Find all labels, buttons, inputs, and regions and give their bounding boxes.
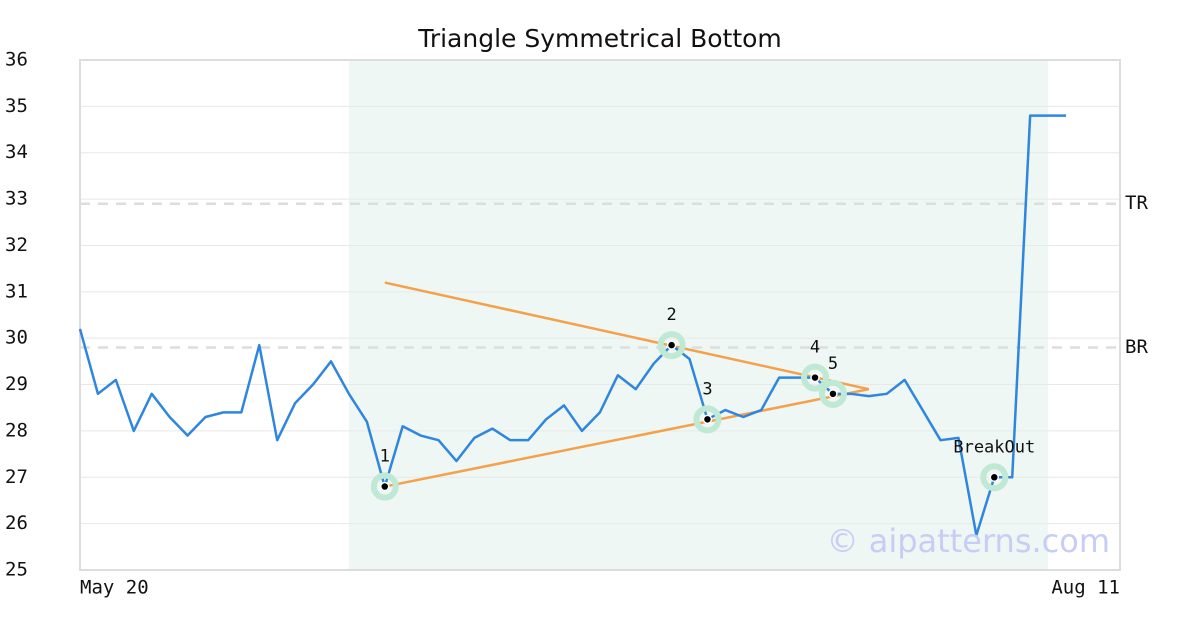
y-tick-label: 25 [5,559,28,581]
point-label: BreakOut [953,437,1035,457]
point-halo [801,363,830,392]
y-tick-label: 32 [5,234,28,256]
point-halo [370,472,399,501]
point-marker [810,372,820,383]
point-marker [666,340,677,350]
watermark: © aipatterns.com [827,522,1110,560]
x-tick-label: May 20 [80,577,149,599]
point-marker [702,414,713,425]
point-label: 5 [828,354,838,374]
level-label: BR [1125,336,1148,358]
chart-title: Triangle Symmetrical Bottom [417,24,782,53]
point-halo [980,463,1009,492]
y-tick-label: 30 [5,327,28,349]
point-label: 2 [666,305,676,325]
trendline [384,281,870,391]
point-halo [693,405,722,434]
point-label: 1 [380,447,390,467]
point-halo [657,331,686,360]
point-label: 3 [702,379,712,399]
y-tick-label: 28 [5,419,28,441]
highlight-region [348,60,1049,570]
point-marker [828,389,838,399]
y-tick-label: 33 [5,188,28,210]
level-label: TR [1125,192,1148,214]
x-tick-label: Aug 11 [1051,577,1120,599]
y-tick-label: 29 [5,373,28,395]
point-label: 4 [810,338,820,358]
y-tick-label: 31 [5,280,28,302]
point-marker [380,481,390,492]
point-marker [989,472,1000,483]
y-tick-label: 35 [5,95,28,117]
point-halo [818,379,847,408]
y-tick-label: 26 [5,512,28,534]
y-tick-label: 36 [5,49,28,71]
price-line [78,114,1066,537]
trendline [384,387,870,488]
y-tick-label: 34 [5,141,28,163]
y-tick-label: 27 [5,466,28,488]
plot-border [79,59,1121,571]
